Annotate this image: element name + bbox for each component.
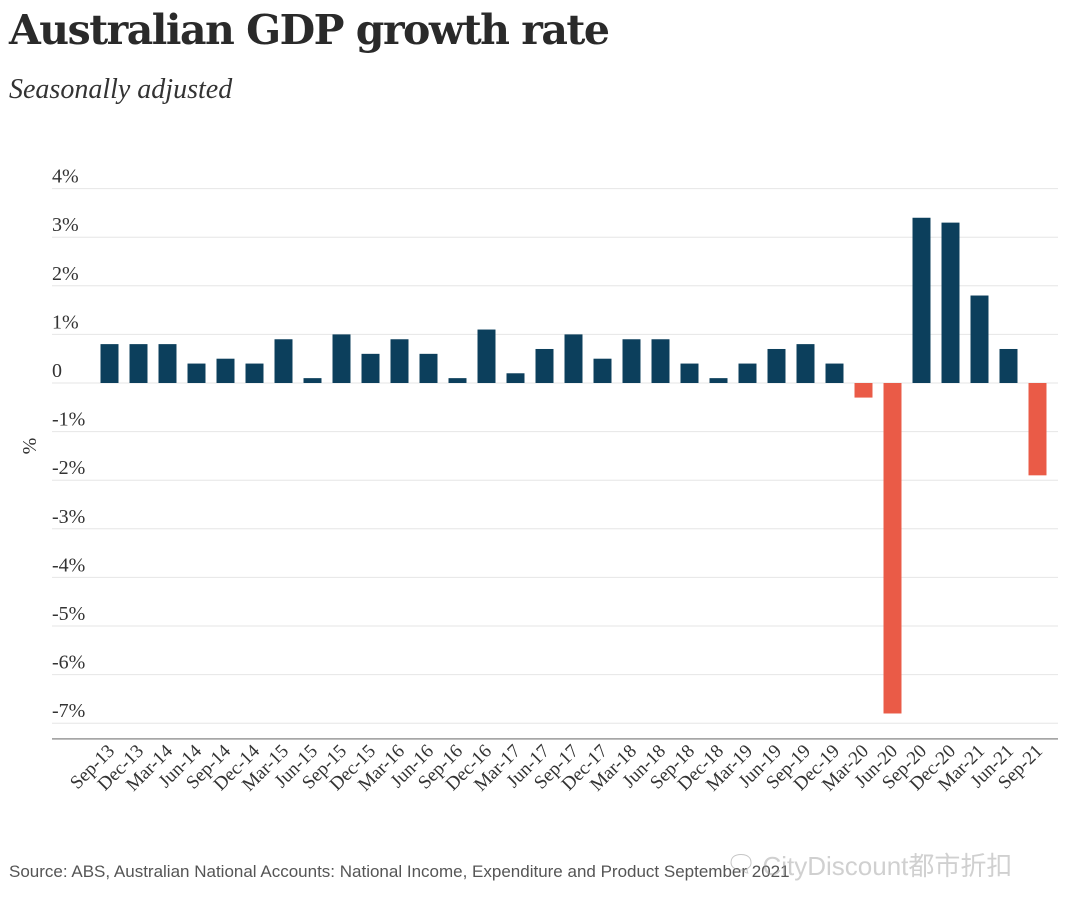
bar bbox=[216, 358, 235, 383]
y-tick-label: 1% bbox=[52, 311, 79, 333]
bar bbox=[332, 334, 351, 383]
bar bbox=[158, 344, 177, 383]
y-tick-label: -3% bbox=[52, 506, 85, 528]
bar bbox=[129, 344, 148, 383]
bar bbox=[100, 344, 119, 383]
y-tick-label: -5% bbox=[52, 603, 85, 625]
bar bbox=[448, 378, 467, 383]
y-tick-label: 2% bbox=[52, 263, 79, 285]
bar bbox=[941, 222, 960, 383]
source-note: Source: ABS, Australian National Account… bbox=[9, 862, 790, 881]
gridlines bbox=[52, 188, 1058, 740]
bar bbox=[361, 353, 380, 383]
bar bbox=[593, 358, 612, 383]
bar bbox=[883, 383, 902, 714]
chat-bubble-icon: 🗨 bbox=[726, 851, 757, 878]
bar bbox=[506, 373, 525, 383]
bar bbox=[767, 348, 786, 383]
bar bbox=[854, 383, 873, 398]
y-tick-label: -2% bbox=[52, 457, 85, 479]
bar bbox=[303, 378, 322, 383]
watermark-text: CityDiscount都市折扣 bbox=[762, 851, 1013, 881]
y-axis-label: % bbox=[19, 438, 41, 455]
y-tick-label: -4% bbox=[52, 554, 85, 576]
bar bbox=[999, 348, 1018, 383]
bars bbox=[100, 217, 1047, 714]
y-tick-label: -6% bbox=[52, 652, 85, 674]
bar bbox=[274, 339, 293, 383]
bar bbox=[1028, 383, 1047, 476]
y-tick-label: 0 bbox=[52, 360, 62, 382]
bar bbox=[535, 348, 554, 383]
bar bbox=[477, 329, 496, 383]
bar bbox=[912, 217, 931, 383]
y-tick-label: 4% bbox=[52, 166, 79, 188]
bar bbox=[825, 363, 844, 383]
x-tick-labels: Sep-13Dec-13Mar-14Jun-14Sep-14Dec-14Mar-… bbox=[66, 740, 1047, 795]
bar bbox=[564, 334, 583, 383]
bar bbox=[796, 344, 815, 383]
bar bbox=[651, 339, 670, 383]
bar bbox=[680, 363, 699, 383]
y-tick-label: -1% bbox=[52, 409, 85, 431]
y-tick-label: -7% bbox=[52, 700, 85, 722]
bar bbox=[738, 363, 757, 383]
bar bbox=[709, 378, 728, 383]
bar bbox=[622, 339, 641, 383]
bar bbox=[187, 363, 206, 383]
bar bbox=[419, 353, 438, 383]
y-tick-labels: 4% 3% 2% 1% 0 -1% -2% -3% -4% -5% -6% -7% bbox=[52, 166, 85, 723]
watermark: 🗨 CityDiscount都市折扣 bbox=[726, 846, 1012, 883]
chart-title: Australian GDP growth rate bbox=[9, 6, 610, 54]
y-tick-label: 3% bbox=[52, 214, 79, 236]
bar bbox=[390, 339, 409, 383]
bar bbox=[970, 295, 989, 383]
bar bbox=[245, 363, 264, 383]
chart-subtitle: Seasonally adjusted bbox=[9, 74, 233, 105]
